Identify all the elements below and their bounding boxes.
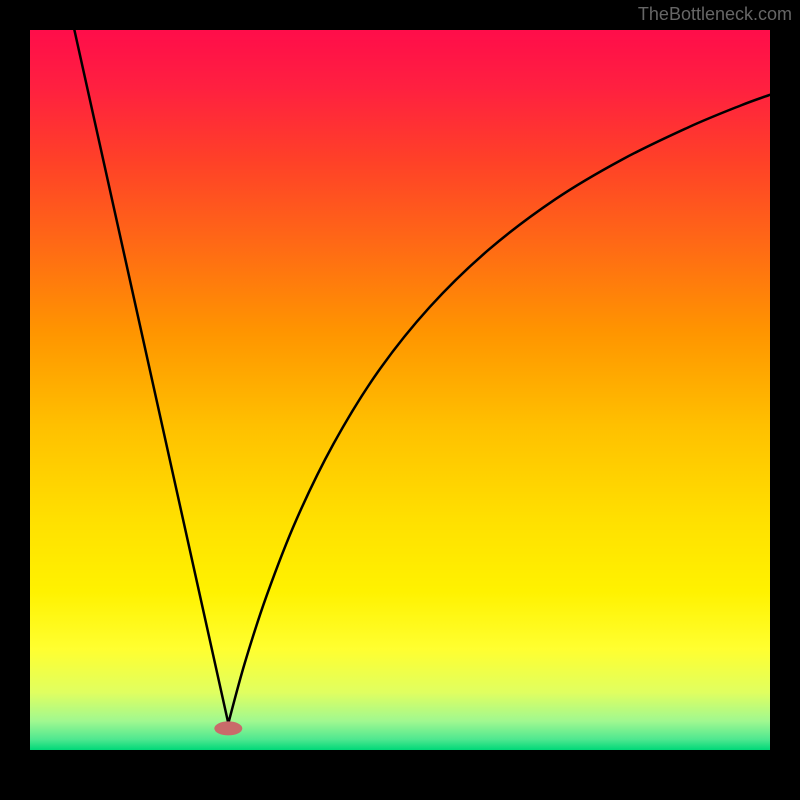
watermark-text: TheBottleneck.com: [638, 4, 792, 25]
plot-gradient-background: [30, 30, 770, 750]
chart-container: TheBottleneck.com: [0, 0, 800, 800]
cusp-marker: [214, 721, 242, 735]
bottleneck-curve-chart: [0, 0, 800, 800]
